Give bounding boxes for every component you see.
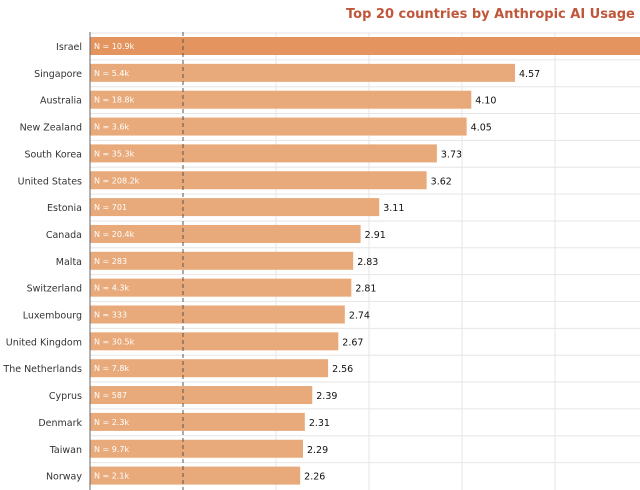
n-label: N = 333 — [94, 311, 127, 320]
category-label: Canada — [46, 230, 82, 241]
n-label: N = 4.3k — [94, 284, 129, 293]
bar-switzerland — [90, 278, 352, 297]
category-label: New Zealand — [20, 123, 82, 134]
n-label: N = 20.4k — [94, 230, 135, 239]
category-label: South Korea — [24, 149, 82, 160]
n-label: N = 10.9k — [94, 42, 135, 51]
n-label: N = 208.2k — [94, 176, 140, 185]
bar-united-kingdom — [90, 332, 339, 351]
n-label: N = 30.5k — [94, 337, 135, 346]
bar-estonia — [90, 198, 380, 217]
bar-malta — [90, 251, 354, 270]
n-label: N = 283 — [94, 257, 127, 266]
bar-luxembourg — [90, 305, 345, 324]
value-label: 2.29 — [307, 445, 328, 456]
value-label: 2.81 — [355, 284, 376, 295]
bar-denmark — [90, 412, 305, 431]
bars: Israel N = 10.9k Singapore N = 5.4k 4.57 Aust… — [2, 37, 640, 485]
category-label: Luxembourg — [23, 311, 82, 322]
n-label: N = 587 — [94, 391, 127, 400]
value-label: 2.83 — [357, 257, 378, 268]
category-label: Taiwan — [49, 445, 82, 456]
value-label: 2.26 — [304, 472, 325, 483]
bar-new-zealand — [90, 117, 467, 136]
n-label: N = 35.3k — [94, 149, 135, 158]
category-label: Switzerland — [27, 284, 82, 295]
bar-the-netherlands — [90, 359, 329, 378]
value-label: 2.67 — [342, 337, 363, 348]
n-label: N = 2.1k — [94, 472, 129, 481]
value-label: 4.57 — [519, 69, 540, 80]
value-label: 3.11 — [383, 203, 404, 214]
bar-canada — [90, 224, 361, 243]
n-label: N = 9.7k — [94, 445, 129, 454]
bar-cyprus — [90, 386, 313, 405]
n-label: N = 3.6k — [94, 123, 129, 132]
category-label: Israel — [56, 42, 82, 53]
category-label: Norway — [46, 472, 82, 483]
n-label: N = 701 — [94, 203, 127, 212]
bar-south-korea — [90, 144, 437, 163]
n-label: N = 2.3k — [94, 418, 129, 427]
value-label: 2.91 — [365, 230, 386, 241]
value-label: 2.56 — [332, 364, 353, 375]
category-label: United States — [18, 176, 82, 187]
bar-taiwan — [90, 439, 303, 458]
category-label: Malta — [56, 257, 82, 268]
chart-title: Top 20 countries by Anthropic AI Usage I… — [346, 7, 640, 22]
bar-singapore — [90, 63, 516, 82]
value-label: 4.10 — [475, 96, 496, 107]
n-label: N = 7.8k — [94, 364, 129, 373]
bar-norway — [90, 466, 301, 485]
category-label: Cyprus — [49, 391, 82, 402]
n-label: N = 5.4k — [94, 69, 129, 78]
category-label: The Netherlands — [2, 364, 82, 375]
value-label: 3.73 — [441, 149, 462, 160]
bar-united-states — [90, 171, 427, 190]
value-label: 2.31 — [309, 418, 330, 429]
value-label: 2.74 — [349, 311, 370, 322]
category-label: Australia — [40, 96, 82, 107]
category-label: Estonia — [47, 203, 82, 214]
category-label: United Kingdom — [6, 337, 82, 348]
category-label: Singapore — [34, 69, 82, 80]
bar-australia — [90, 90, 472, 109]
category-label: Denmark — [38, 418, 82, 429]
bar-israel — [90, 37, 640, 55]
n-label: N = 18.8k — [94, 96, 135, 105]
value-label: 4.05 — [471, 123, 492, 134]
grid-lines — [90, 32, 640, 490]
value-label: 3.62 — [431, 176, 452, 187]
value-label: 2.39 — [316, 391, 337, 402]
